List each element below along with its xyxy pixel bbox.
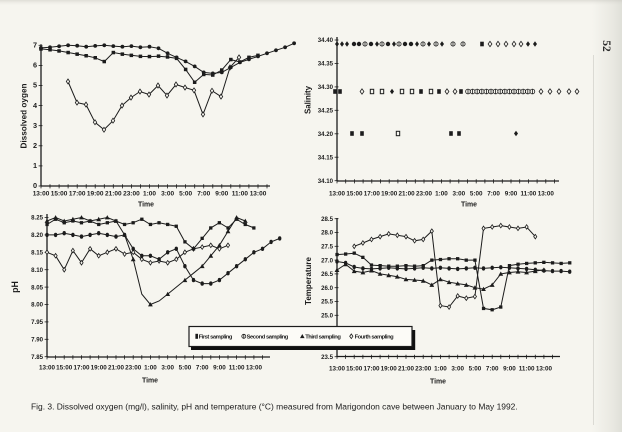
svg-text:23.5: 23.5 [321,354,333,361]
svg-text:13:00: 13:00 [250,191,267,198]
svg-text:23:00: 23:00 [123,191,140,198]
svg-text:21:00: 21:00 [398,366,415,373]
svg-text:pH: pH [10,281,20,293]
svg-text:0: 0 [33,181,37,190]
svg-text:Second sampling: Second sampling [247,334,289,340]
svg-text:3:00: 3:00 [451,366,464,373]
svg-text:17:00: 17:00 [73,365,90,372]
svg-text:34.20: 34.20 [318,131,334,138]
svg-text:Fig. 3. Dissolved oxygen (mg/: Fig. 3. Dissolved oxygen (mg/l), salinit… [31,402,518,412]
svg-text:6: 6 [33,61,37,70]
svg-text:13:00: 13:00 [39,365,56,372]
svg-text:11:00: 11:00 [521,191,537,198]
svg-text:9:00: 9:00 [215,191,228,198]
svg-text:9:00: 9:00 [505,191,518,198]
svg-text:Time: Time [461,202,477,209]
svg-text:52: 52 [600,40,612,52]
svg-text:17:00: 17:00 [363,366,380,373]
svg-text:2: 2 [33,141,37,150]
svg-text:13:00: 13:00 [536,366,553,373]
svg-text:13:00: 13:00 [329,191,346,198]
svg-text:11:00: 11:00 [232,191,249,198]
svg-text:9:00: 9:00 [503,366,516,373]
svg-text:21:00: 21:00 [105,191,122,198]
svg-text:3:00: 3:00 [161,191,174,198]
svg-text:9:00: 9:00 [213,365,226,372]
svg-text:34.30: 34.30 [318,84,334,91]
svg-text:7:00: 7:00 [486,366,499,373]
svg-text:15:00: 15:00 [346,366,363,373]
svg-text:5:00: 5:00 [179,191,192,198]
svg-text:First sampling: First sampling [199,334,233,340]
svg-text:7:00: 7:00 [197,191,210,198]
svg-text:3:00: 3:00 [452,191,465,198]
svg-text:11:00: 11:00 [519,366,535,373]
svg-text:28.0: 28.0 [321,230,333,237]
svg-text:5:00: 5:00 [469,366,482,373]
svg-text:Dissolved oygen: Dissolved oygen [20,83,29,148]
svg-text:25.5: 25.5 [321,299,333,306]
svg-text:19:00: 19:00 [381,191,398,198]
svg-text:34.40: 34.40 [318,37,334,44]
svg-text:21:00: 21:00 [108,365,125,372]
svg-text:7.95: 7.95 [31,319,43,326]
svg-text:34.10: 34.10 [318,178,334,185]
svg-text:23:00: 23:00 [416,191,433,198]
svg-text:23:00: 23:00 [415,366,432,373]
svg-text:8.00: 8.00 [31,302,43,309]
svg-text:15:00: 15:00 [56,365,73,372]
svg-text:8.20: 8.20 [31,232,43,239]
svg-text:11:00: 11:00 [229,365,245,372]
svg-text:26.5: 26.5 [321,271,333,278]
svg-text:17:00: 17:00 [364,191,381,198]
svg-text:Time: Time [430,379,446,386]
svg-text:21:00: 21:00 [399,191,416,198]
svg-text:27.5: 27.5 [321,244,333,251]
svg-text:26.0: 26.0 [321,285,333,292]
svg-text:1: 1 [33,161,37,170]
svg-text:7:00: 7:00 [196,365,209,372]
svg-text:8.10: 8.10 [31,267,43,274]
svg-text:13:00: 13:00 [329,366,346,373]
svg-text:7.90: 7.90 [31,337,43,344]
svg-text:Time: Time [142,378,158,385]
svg-text:8.05: 8.05 [31,284,43,291]
svg-text:8.15: 8.15 [31,250,43,257]
svg-text:23:00: 23:00 [125,365,142,372]
svg-text:19:00: 19:00 [87,191,104,198]
svg-text:Fourth sampling: Fourth sampling [355,334,395,340]
svg-text:15:00: 15:00 [51,191,68,198]
svg-text:8.25: 8.25 [31,215,43,222]
svg-text:1:00: 1:00 [143,191,156,198]
svg-text:4: 4 [33,101,38,110]
svg-text:Salinity: Salinity [304,85,313,114]
svg-text:3:00: 3:00 [161,365,174,372]
svg-text:7:00: 7:00 [487,191,500,198]
svg-text:1:00: 1:00 [435,191,448,198]
svg-text:1:00: 1:00 [144,365,157,372]
svg-text:Temperature: Temperature [304,257,313,305]
svg-text:25.0: 25.0 [321,313,333,320]
svg-text:19:00: 19:00 [381,366,398,373]
svg-text:19:00: 19:00 [91,365,108,372]
svg-text:1:00: 1:00 [434,366,447,373]
svg-text:34.35: 34.35 [318,61,334,68]
svg-text:Third sampling: Third sampling [305,334,341,340]
svg-text:28.5: 28.5 [321,216,333,223]
svg-text:5:00: 5:00 [179,365,192,372]
svg-text:13:00: 13:00 [246,365,263,372]
svg-text:17:00: 17:00 [69,191,86,198]
svg-text:7: 7 [33,41,37,50]
svg-text:15:00: 15:00 [346,191,363,198]
svg-text:34.25: 34.25 [318,108,334,115]
svg-text:3: 3 [33,121,37,130]
svg-text:7.85: 7.85 [31,354,43,361]
svg-text:13:00: 13:00 [538,191,555,198]
svg-text:Time: Time [138,202,154,209]
svg-text:13:00: 13:00 [33,191,50,198]
svg-text:5: 5 [33,81,37,90]
svg-text:27.0: 27.0 [321,257,333,264]
svg-text:5:00: 5:00 [470,191,483,198]
svg-text:34.15: 34.15 [318,154,334,161]
